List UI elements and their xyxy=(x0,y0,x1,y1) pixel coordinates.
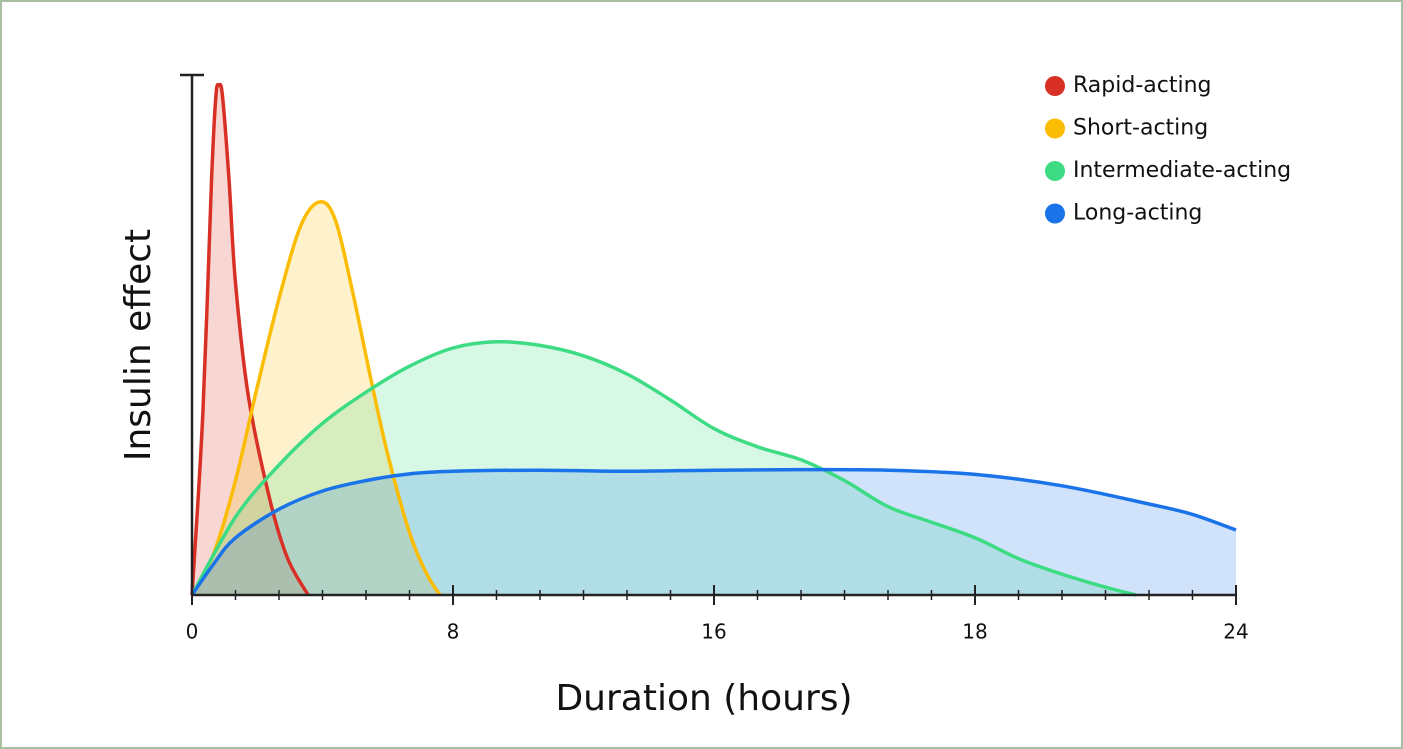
legend-label: Long-acting xyxy=(1073,201,1202,226)
series-area xyxy=(192,84,309,596)
x-tick-label: 0 xyxy=(186,620,199,644)
legend-marker xyxy=(1045,76,1065,96)
x-tick-label: 24 xyxy=(1223,620,1248,644)
legend-label: Short-acting xyxy=(1073,116,1208,141)
x-tick-label: 8 xyxy=(447,620,460,644)
legend-label: Intermediate-acting xyxy=(1073,158,1291,183)
series-line xyxy=(190,467,1237,597)
series-area xyxy=(192,341,1136,595)
series-line xyxy=(190,200,442,596)
series-area xyxy=(192,469,1236,595)
series-line xyxy=(190,339,1137,597)
series-area xyxy=(192,201,440,595)
y-axis-label: Insulin effect xyxy=(118,229,159,461)
legend-marker xyxy=(1045,161,1065,181)
x-axis-label: Duration (hours) xyxy=(555,678,852,719)
legend-marker xyxy=(1045,118,1065,139)
series-line xyxy=(190,82,310,596)
x-tick-label: 16 xyxy=(701,620,726,644)
legend-label: Rapid-acting xyxy=(1073,73,1212,98)
legend-marker xyxy=(1045,203,1065,224)
x-tick-label: 18 xyxy=(962,620,987,644)
